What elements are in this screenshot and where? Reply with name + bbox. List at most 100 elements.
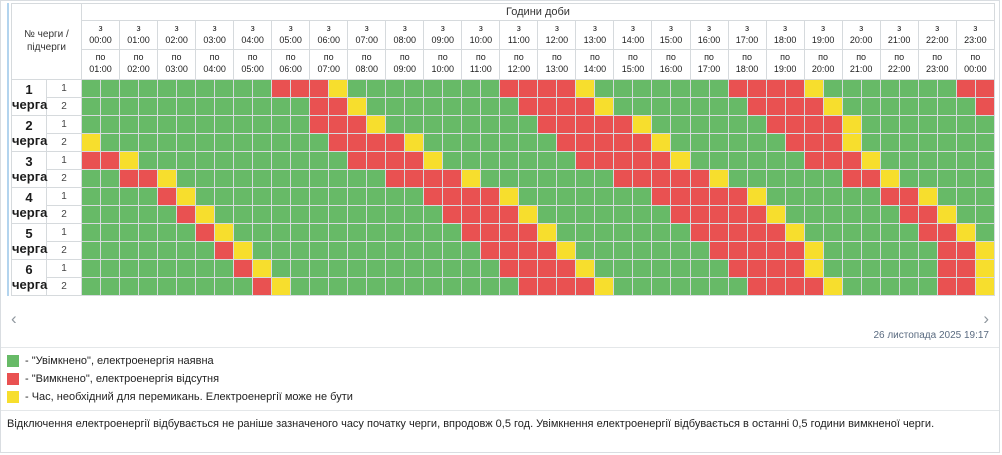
schedule-cell <box>765 258 786 278</box>
schedule-cell <box>670 78 691 98</box>
schedule-cell <box>309 186 330 206</box>
schedule-cell <box>252 132 273 152</box>
schedule-cell <box>252 186 273 206</box>
schedule-cell <box>214 186 235 206</box>
schedule-cell <box>404 222 425 242</box>
schedule-cell <box>499 276 520 296</box>
hour-from-label: з 22:00 <box>925 23 949 45</box>
schedule-cell <box>80 132 102 152</box>
schedule-cell <box>822 96 843 116</box>
schedule-cell <box>518 114 539 134</box>
schedule-cell <box>385 186 406 206</box>
schedule-cell <box>138 132 159 152</box>
schedule-cell <box>898 78 919 98</box>
schedule-cell <box>727 276 748 296</box>
schedule-cell <box>594 258 615 278</box>
schedule-cell <box>385 114 406 134</box>
schedule-cell <box>803 276 824 296</box>
hour-from-label: з 10:00 <box>469 23 493 45</box>
schedule-cell <box>309 96 330 116</box>
schedule-cell <box>575 276 596 296</box>
schedule-cell <box>366 78 387 98</box>
schedule-cell <box>708 276 729 296</box>
prev-page-button[interactable]: ‹ <box>11 309 17 329</box>
schedule-cell <box>176 204 197 224</box>
schedule-cell <box>746 222 767 242</box>
schedule-cell <box>936 114 957 134</box>
schedule-cell <box>385 96 406 116</box>
schedule-cell <box>138 204 159 224</box>
schedule-cell <box>195 150 216 170</box>
schedule-cell <box>822 186 843 206</box>
schedule-cell <box>309 168 330 188</box>
schedule-cell <box>594 186 615 206</box>
schedule-cell <box>936 240 957 260</box>
schedule-cell <box>195 258 216 278</box>
schedule-cell <box>119 240 140 260</box>
schedule-cell <box>936 150 957 170</box>
schedule-cell <box>689 222 710 242</box>
schedule-cell <box>271 204 292 224</box>
schedule-cell <box>575 240 596 260</box>
schedule-cell <box>290 114 311 134</box>
hour-column-header: з 00:00 по 01:00 <box>80 20 121 80</box>
hour-to-label: по 22:00 <box>880 49 918 78</box>
schedule-cell <box>100 222 121 242</box>
schedule-cell <box>784 204 805 224</box>
schedule-cell <box>594 96 615 116</box>
schedule-cell <box>632 78 653 98</box>
schedule-cell <box>461 204 482 224</box>
schedule-cell <box>556 186 577 206</box>
schedule-cell <box>784 276 805 296</box>
schedule-cell <box>499 258 520 278</box>
schedule-cell <box>119 258 140 278</box>
hour-from-label: з 03:00 <box>203 23 226 45</box>
schedule-cell <box>632 276 653 296</box>
schedule-cell <box>328 150 349 170</box>
schedule-cell <box>765 186 786 206</box>
hour-to-label: по 01:00 <box>82 49 120 78</box>
schedule-cell <box>328 168 349 188</box>
schedule-cell <box>708 114 729 134</box>
schedule-cell <box>214 204 235 224</box>
schedule-cell <box>841 168 862 188</box>
schedule-cell <box>404 258 425 278</box>
schedule-cell <box>955 96 976 116</box>
next-page-button[interactable]: › <box>983 309 989 329</box>
schedule-cell <box>138 114 159 134</box>
schedule-cell <box>423 204 444 224</box>
schedule-cell <box>480 258 501 278</box>
last-updated-timestamp: 26 листопада 2025 19:17 <box>873 329 989 341</box>
schedule-cell <box>252 240 273 260</box>
schedule-cell <box>537 150 558 170</box>
schedule-cell <box>290 186 311 206</box>
schedule-cell <box>461 78 482 98</box>
schedule-cell <box>594 132 615 152</box>
schedule-cell <box>537 276 558 296</box>
schedule-cell <box>917 132 938 152</box>
schedule-cell <box>80 96 102 116</box>
schedule-cell <box>727 132 748 152</box>
schedule-cell <box>955 258 976 278</box>
schedule-cell <box>309 78 330 98</box>
schedule-cell <box>746 186 767 206</box>
schedule-cell <box>518 222 539 242</box>
schedule-cell <box>936 132 957 152</box>
schedule-cell <box>651 168 672 188</box>
schedule-cell <box>404 114 425 134</box>
schedule-cell <box>955 222 976 242</box>
schedule-cell <box>784 186 805 206</box>
schedule-cell <box>461 132 482 152</box>
schedule-cell <box>309 258 330 278</box>
schedule-cell <box>803 222 824 242</box>
schedule-cell <box>80 276 102 296</box>
schedule-cell <box>670 222 691 242</box>
schedule-cell <box>461 96 482 116</box>
schedule-cell <box>176 78 197 98</box>
schedule-cell <box>879 168 900 188</box>
schedule-cell <box>841 186 862 206</box>
schedule-cell <box>708 96 729 116</box>
schedule-cell <box>80 78 102 98</box>
schedule-cell <box>784 240 805 260</box>
schedule-cell <box>176 168 197 188</box>
